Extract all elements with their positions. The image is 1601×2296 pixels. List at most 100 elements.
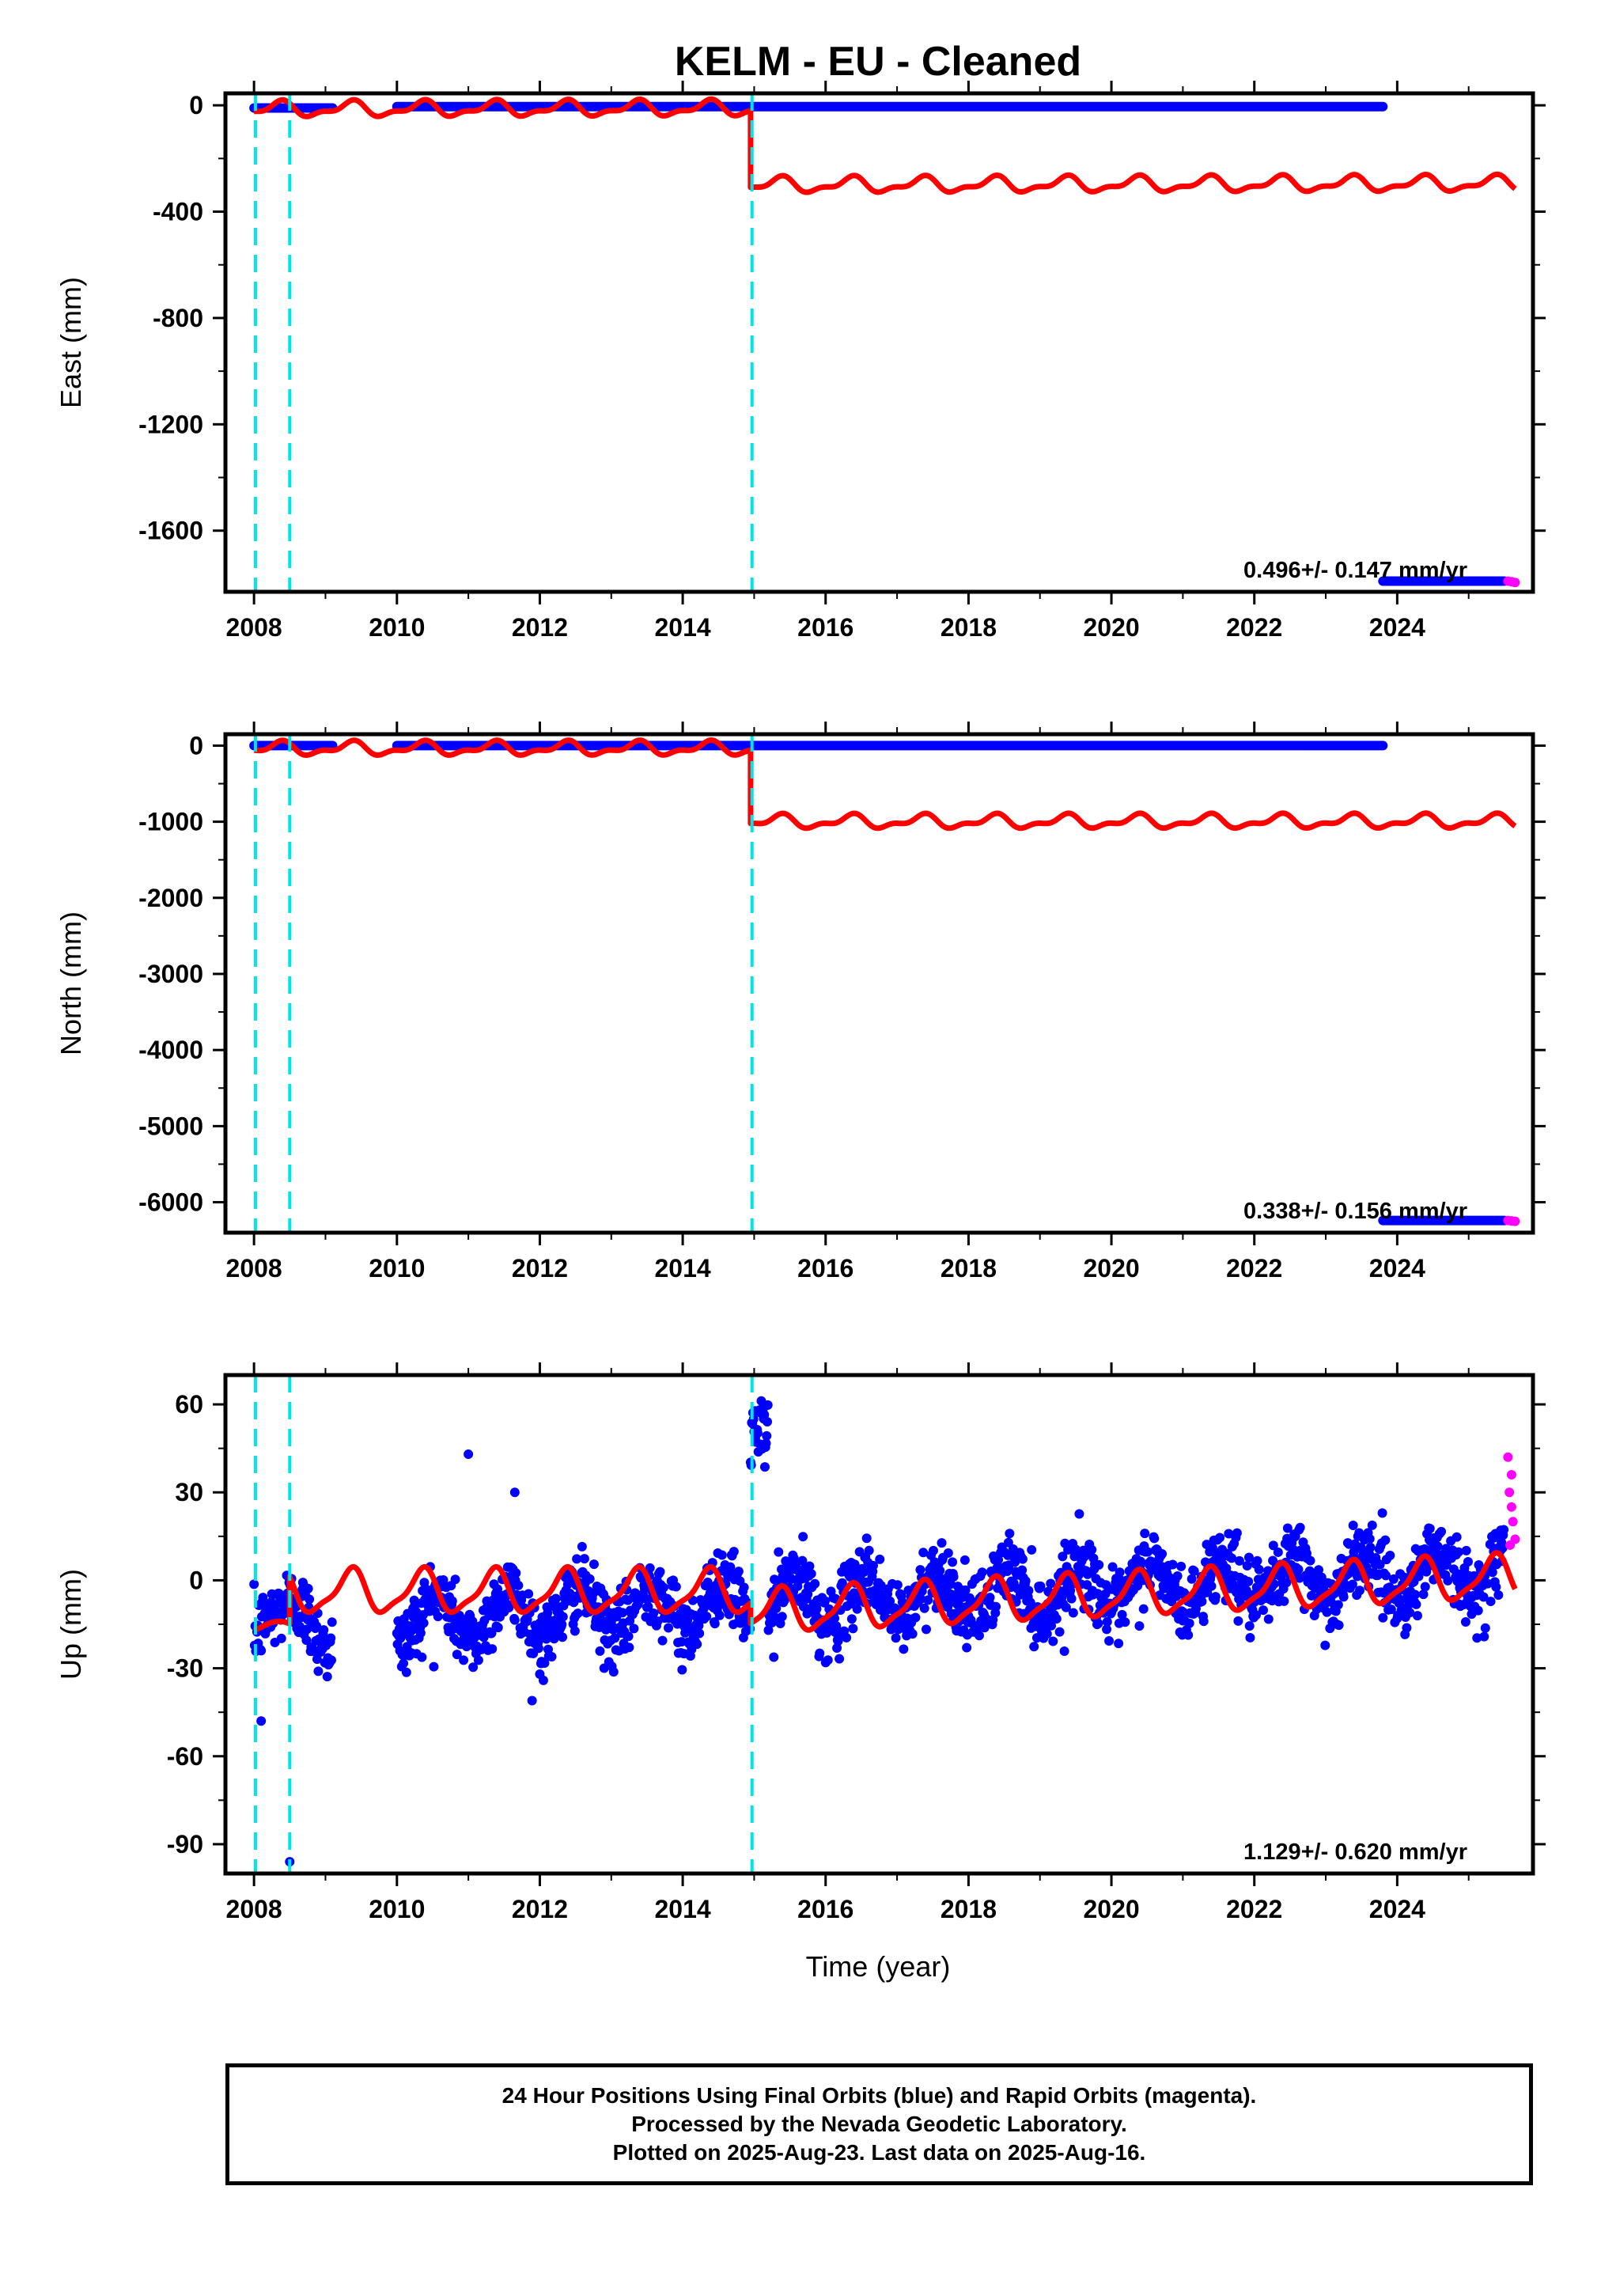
data-point [1333,1600,1343,1610]
data-point [326,1633,336,1643]
data-point [1326,1597,1336,1607]
data-point [1206,1581,1217,1591]
data-point [1142,1547,1152,1557]
data-point [916,1594,926,1605]
data-point [710,1619,720,1629]
data-point [1017,1565,1028,1575]
data-point [1234,1555,1244,1566]
data-point [1244,1621,1255,1631]
data-point [1499,1525,1509,1535]
rate-annotation: 0.338+/- 0.156 mm/yr [1243,1199,1467,1224]
rate-annotation: 1.129+/- 0.620 mm/yr [1243,1839,1467,1865]
data-point [629,1623,639,1634]
data-point [312,1621,322,1631]
x-tick-label: 2024 [1369,1254,1425,1283]
x-tick-label: 2010 [369,1254,425,1283]
data-point [1254,1564,1264,1574]
data-point [1054,1627,1065,1637]
data-point [623,1631,634,1642]
data-point [1451,1532,1462,1542]
data-point [1497,1543,1508,1553]
data-point [533,1643,543,1654]
data-point [842,1632,852,1642]
data-point [1074,1509,1084,1519]
data-point [812,1604,822,1614]
data-point [899,1644,909,1654]
data-point [509,1615,520,1625]
data-point [1282,1523,1293,1533]
data-point [798,1532,808,1542]
data-point [1104,1635,1115,1646]
data-point [524,1589,534,1599]
data-point [645,1563,655,1573]
data-point [467,1616,478,1627]
data-point [473,1655,483,1665]
data-point [1402,1623,1412,1633]
data-point [702,1612,712,1622]
data-point [864,1545,874,1555]
data-point [1414,1571,1424,1582]
data-point [1010,1557,1020,1567]
y-axis-label: East (mm) [55,277,87,408]
data-point [1418,1589,1429,1600]
footer-box: 24 Hour Positions Using Final Orbits (bl… [225,2063,1533,2185]
data-point [1176,1561,1187,1571]
data-point [1138,1604,1149,1614]
data-point [543,1608,553,1618]
y-tick-label: -2000 [138,884,203,912]
data-point [1051,1614,1062,1624]
data-point [714,1610,725,1620]
data-point [1338,1592,1349,1602]
data-point [1149,1533,1160,1544]
data-point [695,1628,705,1639]
data-point [771,1603,782,1613]
outlier-point [256,1716,267,1726]
y-tick-label: 0 [189,91,203,119]
data-point [1463,1556,1473,1567]
data-point [1068,1608,1078,1618]
x-tick-label: 2012 [512,1254,568,1283]
data-point [1306,1590,1316,1601]
data-point [1364,1534,1375,1544]
data-point [1134,1621,1145,1631]
data-point [527,1695,537,1706]
data-point [595,1646,605,1656]
data-point [977,1567,987,1578]
data-point [777,1612,787,1622]
x-tick-label: 2014 [655,613,711,642]
data-point [511,1568,521,1578]
y-tick-label: -90 [167,1830,203,1858]
data-point [1227,1553,1237,1563]
data-point [1048,1636,1058,1646]
data-point [1354,1528,1364,1538]
data-point [1040,1614,1050,1624]
y-tick-label: 60 [175,1390,203,1419]
data-point [1377,1508,1387,1518]
data-point [1460,1616,1470,1627]
rapid-orbit-point [1504,1487,1515,1498]
data-point [417,1652,427,1662]
data-point [1046,1578,1056,1589]
data-point [573,1608,583,1619]
data-point [579,1554,589,1564]
data-point [769,1652,779,1662]
data-point [861,1533,872,1544]
data-point [1168,1559,1178,1570]
data-point [692,1639,702,1650]
data-point [1197,1597,1207,1607]
outlier-point [464,1449,474,1460]
data-point [1189,1566,1199,1576]
y-tick-label: 0 [189,1566,203,1594]
final-orbit-points [249,1396,1509,1867]
data-point [589,1559,599,1570]
x-tick-label: 2008 [226,1895,282,1923]
data-point [1107,1562,1118,1572]
x-tick-label: 2022 [1226,1254,1282,1283]
data-point [1245,1632,1255,1642]
data-point [1172,1571,1183,1582]
data-point [1349,1547,1359,1557]
data-point [1003,1537,1013,1548]
x-tick-label: 2008 [226,613,282,642]
data-point [1117,1609,1127,1620]
